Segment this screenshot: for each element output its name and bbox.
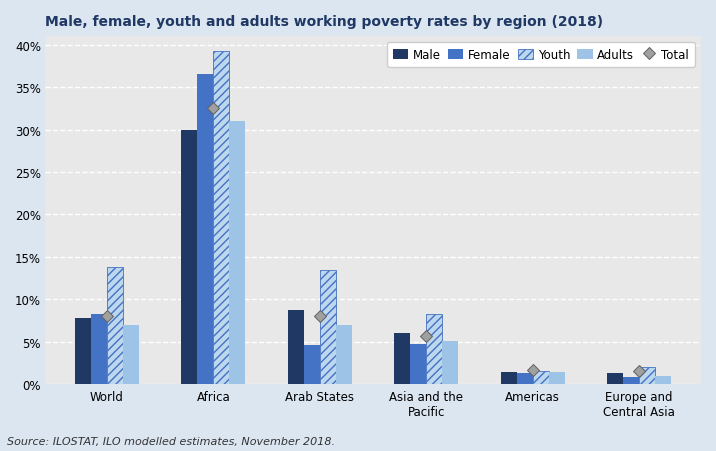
Bar bbox=[336, 325, 352, 385]
Bar bbox=[395, 334, 410, 385]
Bar bbox=[517, 373, 533, 385]
Text: Male, female, youth and adults working poverty rates by region (2018): Male, female, youth and adults working p… bbox=[45, 15, 604, 29]
Bar bbox=[181, 130, 198, 385]
Text: Source: ILOSTAT, ILO modelled estimates, November 2018.: Source: ILOSTAT, ILO modelled estimates,… bbox=[7, 437, 335, 446]
Bar bbox=[213, 52, 229, 385]
Bar bbox=[229, 122, 246, 385]
Bar bbox=[639, 368, 655, 385]
Bar bbox=[655, 376, 671, 385]
Bar bbox=[198, 75, 213, 385]
Bar bbox=[607, 373, 624, 385]
Bar bbox=[501, 372, 517, 385]
Legend: Male, Female, Youth, Adults, Total: Male, Female, Youth, Adults, Total bbox=[387, 43, 695, 68]
Bar bbox=[320, 270, 336, 385]
Bar bbox=[288, 311, 304, 385]
Bar bbox=[304, 345, 320, 385]
Bar bbox=[548, 373, 565, 385]
Bar bbox=[442, 341, 458, 385]
Bar bbox=[624, 377, 639, 385]
Bar bbox=[75, 318, 91, 385]
Bar bbox=[426, 314, 442, 385]
Bar bbox=[91, 314, 107, 385]
Bar bbox=[107, 267, 123, 385]
Bar bbox=[123, 325, 139, 385]
Bar bbox=[410, 345, 426, 385]
Bar bbox=[533, 371, 548, 385]
